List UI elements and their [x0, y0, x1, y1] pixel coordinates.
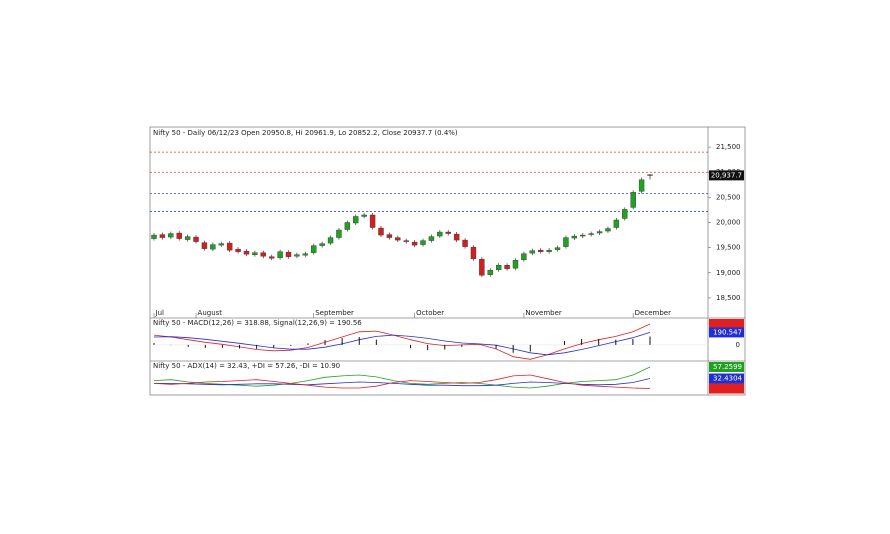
y-tick-label: 20,500 — [716, 193, 741, 201]
candle-body — [378, 227, 384, 236]
candle-body — [538, 249, 544, 252]
candle-body — [327, 237, 334, 244]
candle-body — [445, 231, 451, 234]
indicator-line — [154, 378, 651, 387]
candle-body — [453, 233, 460, 241]
candle-body — [243, 250, 250, 255]
candle-body — [268, 256, 275, 259]
candle-body — [285, 251, 292, 257]
y-tick-label: 20,000 — [716, 219, 741, 227]
candle-body — [580, 234, 586, 237]
candle-body — [226, 242, 233, 251]
end-value-box — [709, 327, 744, 338]
end-value-label: 190.547 — [713, 328, 742, 336]
candle-body — [235, 248, 241, 252]
candle-body — [302, 253, 309, 256]
candle-body — [588, 233, 594, 235]
macd-title: Nifty 50 - MACD(12,26) = 318.88, Signal(… — [153, 319, 362, 327]
x-tick-label: Jul — [155, 309, 165, 317]
y-tick-label: 18,500 — [716, 294, 741, 302]
candle-body — [495, 265, 502, 270]
candle-body — [218, 243, 224, 246]
candle-body — [554, 247, 561, 250]
x-tick-label: September — [315, 309, 354, 317]
candle-body — [647, 174, 653, 176]
end-value-box — [709, 319, 744, 330]
candle-body — [210, 244, 216, 250]
end-value-box — [709, 361, 744, 372]
candle-body — [605, 228, 611, 232]
indicator-line — [153, 323, 651, 360]
candle-body — [428, 236, 435, 241]
candle-body — [184, 236, 191, 240]
candle-body — [571, 235, 578, 239]
adx-title: Nifty 50 - ADX(14) = 32.43, +DI = 57.26,… — [153, 362, 340, 370]
candle-body — [176, 232, 182, 239]
candle-body — [403, 240, 409, 242]
candle-body — [613, 219, 620, 228]
indicator-line — [153, 332, 651, 356]
y-tick-label: 0 — [736, 341, 740, 349]
x-tick-label: November — [525, 309, 562, 317]
candle-body — [168, 233, 174, 238]
x-tick-label: October — [416, 309, 444, 317]
candle-body — [395, 237, 401, 241]
y-tick-label: 21,500 — [716, 143, 741, 151]
candle-body — [311, 245, 317, 253]
candle-body — [252, 252, 258, 255]
candle-body — [319, 243, 325, 246]
candle-body — [470, 246, 477, 259]
candle-body — [420, 240, 426, 245]
y-tick-label: 19,500 — [716, 244, 741, 252]
y-tick-label: 19,000 — [716, 269, 741, 277]
candle-body — [294, 254, 300, 257]
candle-body — [369, 214, 376, 228]
candle-body — [487, 270, 493, 275]
x-tick-label: December — [635, 309, 671, 317]
candle-body — [193, 236, 199, 242]
candle-body — [521, 253, 527, 260]
candle-body — [462, 239, 468, 247]
candle-body — [622, 209, 628, 219]
candle-body — [277, 251, 283, 258]
last-price-box — [709, 170, 744, 181]
end-value-box — [709, 383, 744, 394]
candle-body — [260, 252, 266, 257]
candle-body — [529, 250, 536, 254]
candle-body — [344, 222, 351, 230]
last-price-label: 20,937.7 — [711, 171, 742, 179]
candle-body — [512, 259, 519, 269]
candle-body — [386, 234, 393, 238]
candle-body — [437, 231, 443, 237]
candle-body — [411, 241, 418, 246]
candle-body — [638, 179, 645, 192]
candle-body — [546, 249, 552, 252]
indicator-line — [153, 374, 651, 389]
candle-body — [201, 242, 208, 249]
candle-body — [159, 234, 166, 238]
candle-body — [336, 229, 342, 238]
candle-body — [504, 265, 510, 269]
candle-body — [630, 192, 636, 208]
end-value-box — [709, 373, 744, 384]
candle-body — [479, 258, 485, 276]
candle-body — [353, 216, 359, 224]
candle-body — [151, 234, 157, 239]
candle-body — [563, 237, 569, 247]
chart-title: Nifty 50 - Daily 06/12/23 Open 20950.8, … — [153, 129, 458, 137]
candle-body — [361, 214, 367, 217]
end-value-label: 57.2599 — [713, 363, 742, 371]
end-value-label: 32.4304 — [713, 375, 742, 383]
x-tick-label: August — [198, 309, 223, 317]
candle-body — [596, 231, 603, 234]
chart-frame — [149, 126, 746, 396]
